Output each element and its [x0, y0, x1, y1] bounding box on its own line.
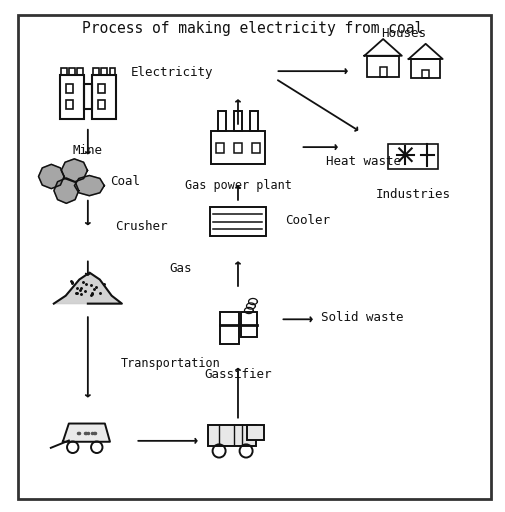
- Polygon shape: [63, 423, 110, 442]
- Polygon shape: [54, 178, 79, 203]
- Text: Gas power plant: Gas power plant: [184, 179, 291, 192]
- Polygon shape: [61, 159, 87, 182]
- Text: Crusher: Crusher: [115, 220, 168, 233]
- Text: Industries: Industries: [375, 187, 450, 201]
- Text: Houses: Houses: [380, 27, 425, 40]
- Polygon shape: [54, 272, 122, 304]
- Text: Solid waste: Solid waste: [320, 311, 402, 324]
- Text: Gas: Gas: [169, 262, 191, 275]
- Text: Cooler: Cooler: [285, 214, 330, 227]
- Polygon shape: [74, 176, 104, 196]
- Polygon shape: [38, 164, 64, 188]
- Text: Gassifier: Gassifier: [204, 369, 271, 381]
- Text: Process of making electricity from coal: Process of making electricity from coal: [82, 20, 423, 35]
- Text: Heat waste: Heat waste: [325, 155, 400, 168]
- FancyBboxPatch shape: [208, 424, 255, 446]
- Text: Coal: Coal: [110, 175, 140, 188]
- Text: Transportation: Transportation: [120, 357, 220, 370]
- Text: Mine: Mine: [73, 143, 103, 157]
- Text: Electricity: Electricity: [130, 66, 213, 79]
- FancyBboxPatch shape: [247, 425, 264, 440]
